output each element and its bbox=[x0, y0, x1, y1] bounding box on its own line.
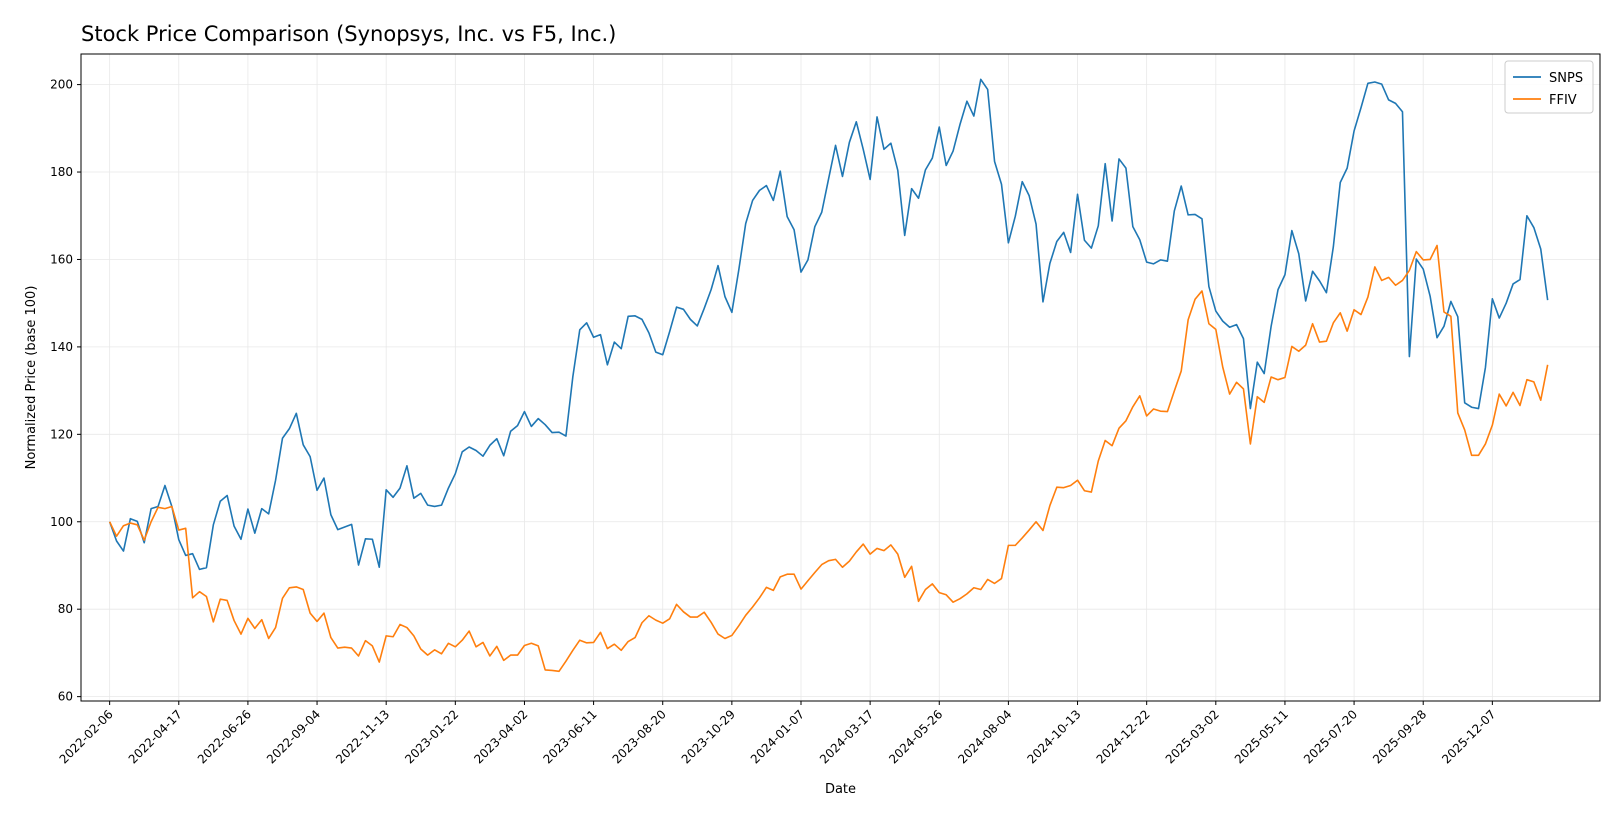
x-axis: 2022-02-06 2022-04-17 2022-06-26 2022-09-04… bbox=[57, 701, 1498, 766]
y-tick-label: 140 bbox=[50, 340, 73, 354]
x-tick-label: 2023-01-22 bbox=[402, 707, 461, 766]
plot-frame bbox=[80, 53, 1601, 702]
y-tick-label: 60 bbox=[58, 690, 73, 704]
x-tick-label: 2025-03-02 bbox=[1163, 707, 1222, 766]
x-tick-label: 2025-09-28 bbox=[1370, 707, 1429, 766]
x-tick-label: 2022-11-13 bbox=[333, 707, 392, 766]
grid-layer bbox=[81, 54, 1600, 701]
y-tick-label: 160 bbox=[50, 252, 73, 266]
x-tick-label: 2023-06-11 bbox=[540, 707, 599, 766]
legend-label-ffiv: FFIV bbox=[1549, 93, 1577, 108]
y-axis: 60 80 100 120 140 160 180 200 bbox=[50, 78, 81, 704]
x-tick-label: 2024-10-13 bbox=[1024, 707, 1083, 766]
x-tick-label: 2022-04-17 bbox=[126, 707, 185, 766]
series-line-ffiv bbox=[108, 244, 1549, 673]
x-tick-label: 2024-03-17 bbox=[817, 707, 876, 766]
x-tick-label: 2024-08-04 bbox=[955, 707, 1014, 766]
x-tick-label: 2025-12-07 bbox=[1439, 707, 1498, 766]
chart-title: Stock Price Comparison (Synopsys, Inc. v… bbox=[81, 22, 616, 46]
legend: SNPS FFIV bbox=[1504, 60, 1594, 114]
x-tick-label: 2022-09-04 bbox=[264, 707, 323, 766]
legend-box bbox=[1504, 60, 1594, 114]
y-tick-label: 180 bbox=[50, 165, 73, 179]
x-tick-label: 2022-02-06 bbox=[57, 707, 116, 766]
x-tick-label: 2025-07-20 bbox=[1301, 707, 1360, 766]
y-tick-label: 100 bbox=[50, 515, 73, 529]
x-tick-label: 2024-05-26 bbox=[886, 707, 945, 766]
series-line-snps bbox=[108, 78, 1549, 571]
series-layer bbox=[108, 78, 1549, 673]
x-tick-label: 2022-06-26 bbox=[195, 707, 254, 766]
x-axis-label: Date bbox=[825, 782, 856, 797]
x-tick-label: 2024-12-22 bbox=[1094, 707, 1153, 766]
y-tick-label: 120 bbox=[50, 427, 73, 441]
x-tick-label: 2023-10-29 bbox=[679, 707, 738, 766]
y-tick-label: 200 bbox=[50, 78, 73, 92]
x-tick-label: 2023-08-20 bbox=[610, 707, 669, 766]
x-tick-label: 2023-04-02 bbox=[471, 707, 530, 766]
y-tick-label: 80 bbox=[58, 602, 73, 616]
legend-label-snps: SNPS bbox=[1549, 71, 1583, 86]
x-tick-label: 2025-05-11 bbox=[1232, 707, 1291, 766]
y-axis-label: Normalized Price (base 100) bbox=[24, 286, 39, 470]
x-tick-label: 2024-01-07 bbox=[748, 707, 807, 766]
